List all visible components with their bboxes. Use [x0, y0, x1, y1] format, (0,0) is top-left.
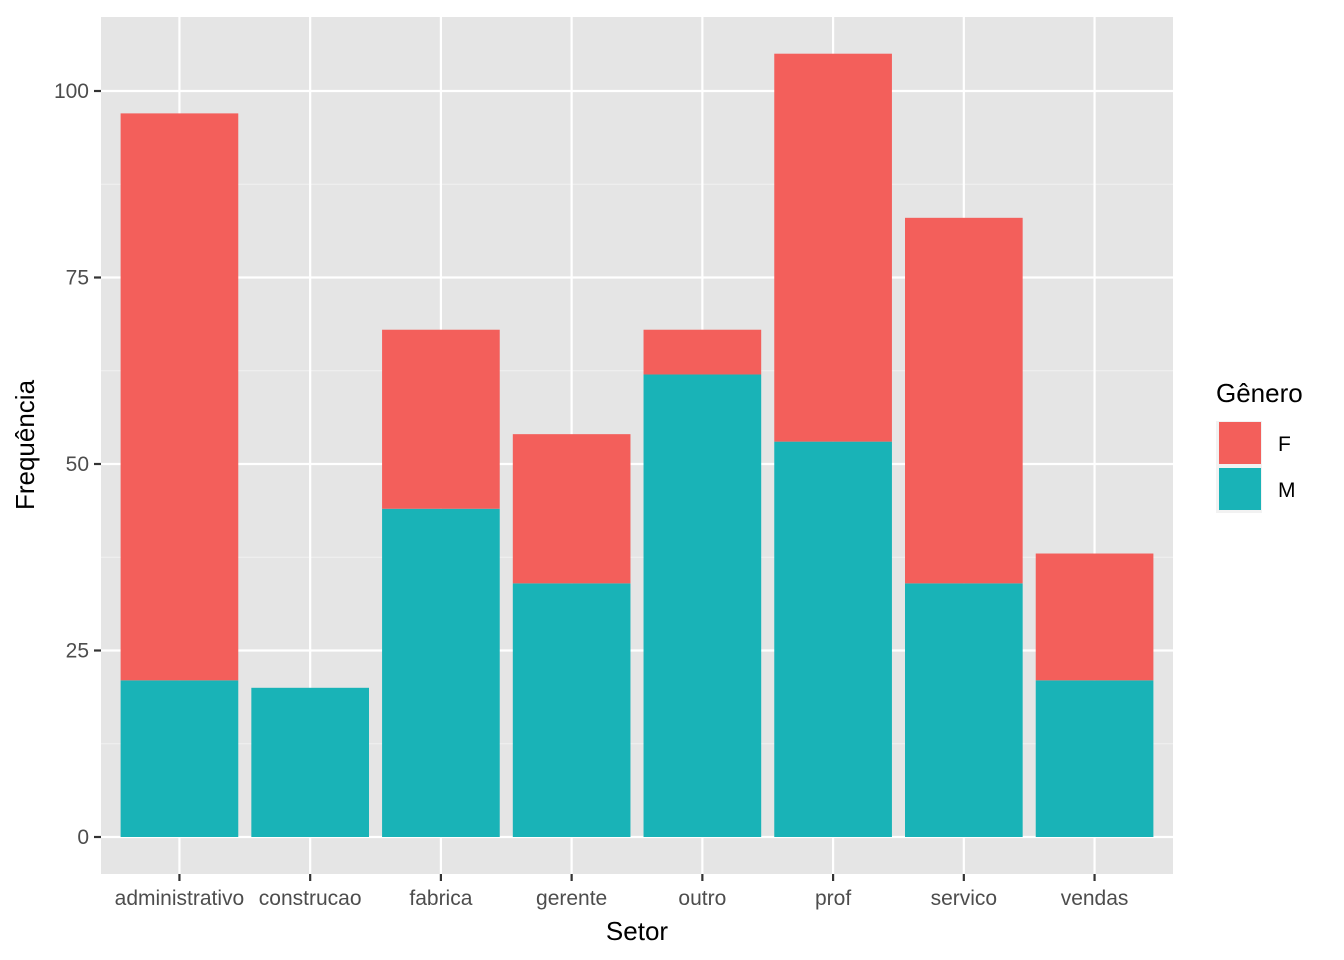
bar-segment-m-administrativo [120, 680, 239, 837]
x-tick-label-construcao: construcao [259, 887, 362, 910]
bar-segment-f-administrativo [120, 113, 239, 681]
bars [120, 53, 1154, 837]
y-tick-label: 75 [66, 267, 89, 290]
bar-segment-m-prof [774, 441, 892, 837]
legend-title: Gênero [1216, 378, 1303, 408]
x-axis-title: Setor [606, 916, 668, 946]
legend-key-f [1219, 422, 1261, 464]
y-tick-label: 50 [66, 453, 89, 476]
bar-segment-f-vendas [1035, 553, 1154, 681]
x-tick-label-gerente: gerente [536, 887, 607, 910]
legend-label-f: F [1278, 433, 1291, 456]
bar-segment-f-outro [643, 329, 762, 375]
bar-segment-f-servico [905, 217, 1023, 584]
bar-segment-f-fabrica [382, 329, 500, 509]
y-axis-title: Frequência [10, 379, 40, 510]
bar-segment-f-prof [774, 53, 892, 442]
bar-segment-m-construcao [251, 687, 369, 837]
x-axis: administrativo construcao fabrica gerente ou… [115, 874, 1129, 910]
bar-segment-f-gerente [512, 434, 631, 584]
y-axis: 0 25 50 75 100 [54, 80, 101, 849]
x-tick-label-outro: outro [678, 887, 726, 910]
bar-segment-m-outro [643, 374, 762, 837]
bar-segment-m-vendas [1035, 680, 1154, 837]
y-tick-label: 0 [77, 826, 89, 849]
x-tick-label-fabrica: fabrica [409, 887, 472, 910]
bar-segment-m-gerente [512, 583, 631, 837]
y-tick-label: 100 [54, 80, 89, 103]
x-tick-label-servico: servico [931, 887, 998, 910]
y-tick-label: 25 [66, 640, 89, 663]
x-tick-label-vendas: vendas [1061, 887, 1129, 910]
legend-key-m [1219, 468, 1261, 510]
bar-segment-m-servico [905, 583, 1023, 837]
legend: Gênero FM [1216, 378, 1303, 513]
x-tick-label-prof: prof [815, 887, 851, 910]
x-tick-label-administrativo: administrativo [115, 887, 245, 910]
legend-label-m: M [1278, 479, 1296, 502]
bar-segment-m-fabrica [382, 508, 500, 837]
